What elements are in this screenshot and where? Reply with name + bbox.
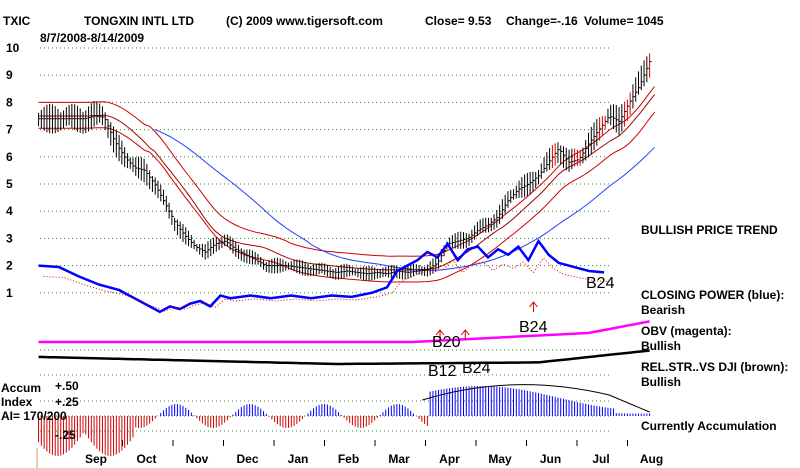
signal-label: B20 — [432, 334, 461, 351]
relative-strength-line — [38, 349, 650, 366]
x-tick-label: Apr — [439, 452, 460, 466]
signal-label: B24 — [586, 275, 615, 292]
lower-band-line — [38, 111, 655, 283]
volume-value: Volume= 1045 — [584, 14, 664, 28]
index-label: Index — [1, 395, 33, 409]
y-tick-label: 6 — [6, 150, 13, 164]
x-tick-label: Sep — [85, 452, 107, 466]
close-value: Close= 9.53 — [425, 14, 492, 28]
closing-power-value: Bearish — [641, 303, 686, 317]
x-tick-label: Mar — [388, 452, 410, 466]
x-tick-label: Aug — [640, 452, 663, 466]
closing-power-title: CLOSING POWER (blue): — [641, 288, 785, 302]
buy-arrow — [435, 329, 445, 340]
accum-label: Accum — [1, 381, 42, 395]
y-tick-label: 2 — [6, 259, 13, 273]
date-range: 8/7/2008-8/14/2009 — [40, 31, 145, 45]
y-tick-label: 9 — [6, 68, 13, 82]
y-tick-label: 4 — [6, 204, 13, 218]
moving-average-line — [38, 94, 655, 271]
y-tick-label: 8 — [6, 95, 13, 109]
signal-label: B12 — [428, 363, 457, 380]
x-tick-label: Oct — [136, 452, 156, 466]
accum-plus25: +.25 — [55, 395, 79, 409]
y-tick-label: 1 — [6, 286, 13, 300]
x-tick-label: May — [488, 452, 512, 466]
y-tick-label: 10 — [6, 41, 20, 55]
y-tick-label: 5 — [6, 177, 13, 191]
y-tick-label: 3 — [6, 231, 13, 245]
ai-label: AI= 170/200 — [1, 409, 67, 423]
x-tick-label: Jul — [592, 452, 609, 466]
accum-status: Currently Accumulation — [641, 419, 777, 433]
x-tick-label: Nov — [186, 452, 209, 466]
obv-line — [38, 320, 650, 344]
upper-band-line — [38, 86, 655, 257]
x-tick-label: Jun — [540, 452, 561, 466]
closing-power-ma-line — [43, 257, 610, 312]
relstr-value: Bullish — [641, 375, 682, 389]
ticker-label: TXIC — [3, 14, 31, 28]
buy-arrow — [529, 301, 538, 312]
y-tick-label: 7 — [6, 123, 13, 137]
obv-value: Bullish — [641, 339, 682, 353]
x-tick-label: Jan — [288, 452, 309, 466]
accum-plus50: +.50 — [55, 379, 79, 393]
trend-label: BULLISH PRICE TREND — [641, 223, 778, 237]
accum-minus25: -.25 — [55, 428, 76, 442]
copyright: (C) 2009 www.tigersoft.com — [226, 14, 383, 28]
company-name: TONGXIN INTL LTD — [84, 14, 194, 28]
relstr-title: REL.STR..VS DJI (brown): — [641, 360, 789, 374]
accum-ma-line — [422, 384, 650, 413]
x-tick-label: Dec — [236, 452, 258, 466]
signal-label: B24 — [519, 319, 548, 336]
long-moving-average-line — [154, 129, 655, 271]
x-tick-label: Feb — [338, 452, 359, 466]
buy-arrow — [460, 329, 470, 340]
obv-title: OBV (magenta): — [641, 324, 732, 338]
closing-power-line — [38, 238, 605, 314]
change-value: Change=-.16 — [506, 14, 578, 28]
signal-label: B24 — [462, 360, 491, 377]
